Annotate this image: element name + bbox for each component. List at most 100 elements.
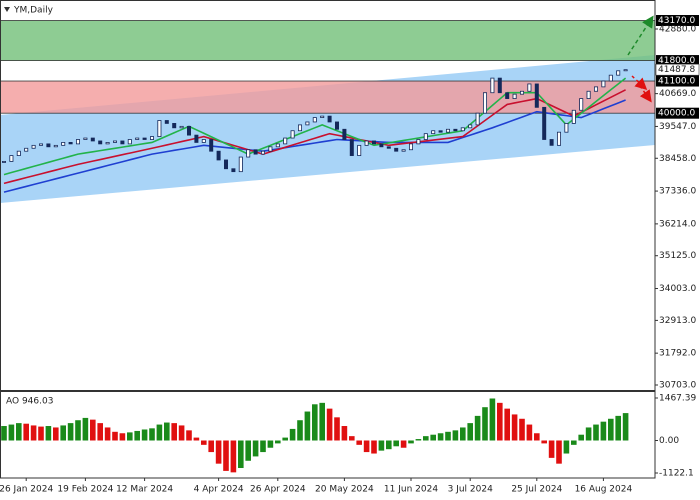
ao-bar: [460, 427, 466, 441]
y-tick-label: 39547.0: [659, 122, 696, 132]
candle: [453, 128, 458, 132]
candle: [231, 168, 236, 173]
price-frame: [0, 0, 656, 391]
candle: [194, 134, 199, 143]
ao-bar: [67, 423, 74, 441]
ao-bar: [215, 440, 222, 464]
candle: [423, 133, 428, 140]
y-tick-label: 36214.0: [659, 219, 696, 229]
x-tick-label: 19 Feb 2024: [57, 485, 113, 495]
ao-bar: [164, 422, 170, 441]
ao-bar: [53, 427, 59, 441]
ao-bar: [400, 440, 407, 448]
ao-bar: [30, 425, 37, 441]
ao-bar: [171, 423, 177, 441]
candle: [475, 112, 480, 126]
ao-bar: [393, 440, 399, 447]
ao-bar: [245, 440, 251, 461]
candle: [623, 69, 628, 72]
candle: [608, 74, 613, 82]
ao-bar: [423, 436, 429, 441]
level-label: 43170.0: [658, 16, 695, 26]
candle: [297, 124, 302, 132]
ao-bar: [319, 402, 325, 441]
candle: [349, 139, 354, 156]
ao-bar: [193, 437, 200, 441]
ao-bar: [363, 440, 370, 453]
x-tick-label: 25 Jul 2024: [511, 485, 562, 495]
candle: [83, 137, 88, 140]
ao-bar: [386, 440, 392, 450]
indicator-line: [3, 89, 626, 185]
ao-bar: [534, 433, 540, 441]
candle: [334, 121, 339, 130]
y-tick-label: 32913.0: [659, 316, 696, 326]
ao-bar: [112, 431, 118, 441]
candle: [90, 137, 95, 142]
ao-bar: [504, 408, 510, 441]
candle: [98, 140, 103, 145]
ao-bar: [445, 431, 451, 441]
level-label-box: [656, 107, 699, 119]
candle: [601, 80, 606, 88]
ao-bar: [223, 440, 229, 471]
ao-bar: [304, 411, 311, 441]
candle: [275, 143, 280, 148]
ao-bar: [519, 418, 525, 441]
ao-frame: [0, 391, 656, 479]
ao-bar: [208, 440, 214, 453]
candle: [283, 137, 288, 145]
candle: [68, 142, 73, 145]
x-tick-label: 26 Apr 2024: [250, 485, 306, 495]
candle: [364, 140, 369, 146]
candle: [157, 120, 162, 137]
ao-bar: [349, 436, 355, 441]
ao-bar: [430, 434, 436, 441]
ao-bar: [8, 424, 15, 441]
y-tick-label: 42880.0: [659, 24, 696, 34]
ao-bar: [90, 419, 96, 441]
candle: [31, 144, 36, 149]
candle: [216, 150, 221, 161]
ao-bar: [127, 432, 133, 441]
candle: [246, 149, 251, 158]
ao-bar: [238, 440, 244, 469]
candle: [209, 139, 214, 152]
ao-bar: [511, 414, 518, 441]
ao-bar: [474, 415, 481, 441]
title-icon: [4, 7, 10, 12]
ao-bar: [16, 423, 22, 441]
candle: [164, 120, 169, 124]
ao-bar: [563, 440, 570, 454]
ao-bar: [297, 420, 303, 441]
y-tick-label: 35125.0: [659, 251, 696, 261]
candle: [394, 147, 399, 152]
candle: [416, 139, 421, 145]
ao-bar: [585, 427, 592, 441]
ao-bar: [1, 426, 7, 441]
candle: [186, 125, 191, 136]
y-tick-label: 31792.0: [659, 349, 696, 359]
ao-bar: [201, 440, 207, 445]
candle: [305, 121, 310, 126]
candle: [408, 143, 413, 151]
level-label-box: [656, 75, 699, 87]
ao-bar: [622, 413, 629, 441]
ao-bar: [326, 408, 333, 441]
ao-bar: [275, 440, 281, 444]
ao-bar: [408, 440, 414, 444]
ao-bar: [378, 440, 385, 451]
candle: [386, 146, 391, 149]
ao-bar: [186, 430, 192, 441]
candle: [61, 142, 66, 146]
candle: [342, 128, 347, 140]
y-tick-label: 37336.0: [659, 187, 696, 197]
candle: [320, 115, 325, 118]
candle: [460, 127, 465, 132]
level-label-box: [656, 15, 699, 27]
candle: [149, 136, 154, 140]
ao-bar: [615, 415, 621, 441]
level-label: 41800.0: [658, 56, 695, 66]
candle: [594, 86, 599, 92]
y-tick-label: 0.00: [659, 436, 679, 446]
